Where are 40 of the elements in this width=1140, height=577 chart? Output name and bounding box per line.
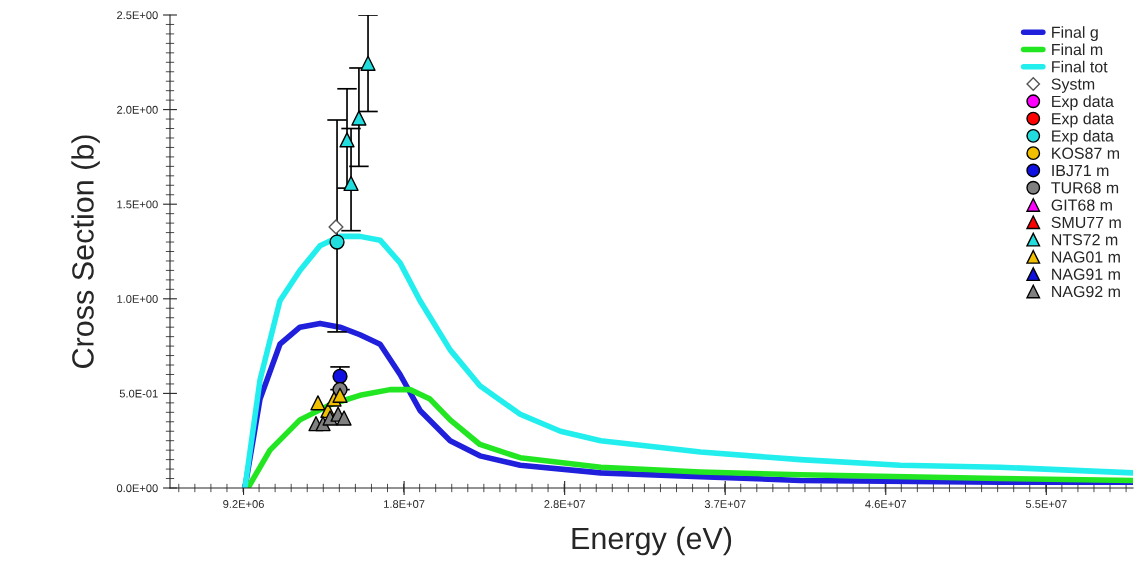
legend-label: Exp data — [1052, 95, 1114, 111]
y-axis-title: Cross Section (b) — [71, 135, 100, 368]
legend-label: TUR68 m — [1051, 182, 1119, 194]
x-tick-label: 5.5E+07 — [1025, 500, 1067, 508]
legend-label: KOS87 m — [1052, 147, 1120, 159]
y-tick-label: 5.0E-01 — [119, 389, 158, 398]
point — [339, 132, 355, 148]
point — [360, 55, 376, 71]
point — [332, 387, 348, 403]
legend-label: SMU77 m — [1051, 216, 1121, 229]
y-tick-label: 1.5E+00 — [117, 200, 158, 209]
legend-label: Final m — [1052, 43, 1103, 56]
y-tick-label: 0.0E+00 — [116, 484, 158, 493]
x-tick-label: 1.8E+07 — [384, 500, 425, 508]
x-axis-title: Energy (eV) — [572, 526, 732, 556]
point — [329, 234, 345, 250]
x-tick-label: 3.7E+07 — [704, 500, 746, 508]
legend-label: NTS72 m — [1052, 234, 1118, 246]
legend-label: NAG01 m — [1052, 251, 1120, 263]
legend-label: Systm — [1051, 78, 1095, 93]
legend-label: Final g — [1052, 26, 1098, 42]
y-tick-label: 2.0E+00 — [117, 105, 158, 114]
legend-label: NAG92 m — [1052, 285, 1120, 298]
x-tick-label: 4.6E+07 — [865, 500, 907, 508]
legend-label: IBJ71 m — [1052, 165, 1109, 177]
legend-label: Final tot — [1052, 60, 1108, 73]
point — [336, 410, 352, 426]
point — [328, 219, 344, 235]
y-tick-label: 1.0E+00 — [117, 295, 158, 303]
y-tick-label: 2.5E+00 — [117, 11, 158, 20]
legend-label: Exp data — [1052, 112, 1114, 128]
point — [332, 368, 348, 385]
point — [310, 395, 326, 411]
x-tick-label: 9.2E+06 — [223, 500, 264, 508]
x-tick-label: 2.8E+07 — [544, 500, 585, 508]
legend-label: GIT68 m — [1051, 199, 1112, 211]
point — [343, 175, 359, 192]
point — [351, 110, 367, 126]
legend-label: NAG91 m — [1052, 268, 1120, 280]
legend-label: Exp data — [1052, 129, 1114, 145]
